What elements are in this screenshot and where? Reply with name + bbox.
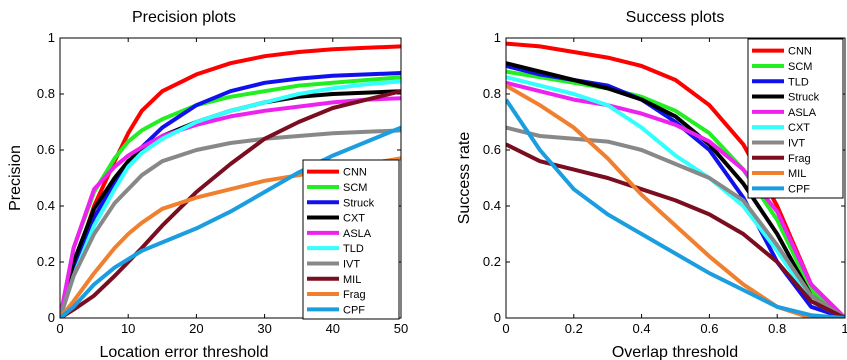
x-tick-label: 0	[502, 321, 509, 336]
y-tick-label: 0.6	[483, 142, 501, 157]
series-line-cxt	[506, 75, 845, 318]
series-line-ivt	[506, 125, 845, 318]
x-tick-label: 0	[56, 321, 63, 336]
series-line-cpf	[506, 98, 845, 318]
y-tick-label: 0	[48, 310, 55, 325]
y-tick-label: 1	[494, 30, 501, 45]
success-chart: Success plots Overlap threshold Success …	[456, 9, 847, 360]
legend-label: TLD	[343, 243, 364, 255]
x-tick-label: 0.8	[768, 321, 786, 336]
x-tick-label: 20	[189, 321, 203, 336]
x-tick-label: 50	[394, 321, 408, 336]
x-axis-label: Overlap threshold	[612, 344, 738, 360]
y-tick-label: 0.8	[37, 86, 55, 101]
legend-label: IVT	[788, 137, 805, 149]
series-group	[60, 44, 401, 318]
x-tick-label: 30	[257, 321, 271, 336]
y-tick-label: 1	[48, 30, 55, 45]
legend-label: Struck	[343, 197, 375, 209]
y-axis-label: Success rate	[456, 132, 473, 225]
legend-label: CXT	[343, 213, 365, 225]
series-line-struck	[506, 61, 845, 318]
y-tick-label: 0.2	[37, 254, 55, 269]
chart-title: Success plots	[626, 9, 725, 26]
x-tick-label: 0.2	[565, 321, 583, 336]
y-tick-label: 0.6	[37, 142, 55, 157]
series-line-mil	[60, 89, 401, 318]
x-tick-label: 0.6	[700, 321, 718, 336]
x-tick-label: 1	[841, 321, 847, 336]
y-tick-label: 0.2	[483, 254, 501, 269]
x-tick-label: 0.4	[633, 321, 651, 336]
legend-label: SCM	[788, 61, 812, 73]
y-axis-label: Precision	[7, 145, 24, 211]
legend-label: CNN	[788, 46, 812, 58]
legend-label: SCM	[343, 182, 367, 194]
legend-label: CNN	[343, 167, 367, 179]
plot-frame	[505, 37, 846, 319]
legend-label: TLD	[788, 76, 809, 88]
x-tick-label: 10	[121, 321, 135, 336]
series-line-tld	[60, 79, 401, 318]
plot-frame	[59, 37, 402, 319]
legend-label: CXT	[788, 122, 810, 134]
series-line-scm	[506, 69, 845, 318]
legend-label: MIL	[788, 168, 806, 180]
series-line-frag	[506, 142, 845, 318]
y-tick-label: 0.8	[483, 86, 501, 101]
legend-label: CPF	[343, 304, 365, 316]
legend-label: Frag	[788, 153, 811, 165]
legend: CNN SCM Struck CXT ASLA TLD IVT MIL Frag CPF	[302, 159, 400, 320]
chart-title: Precision plots	[132, 9, 236, 26]
precision-chart: Precision plots Location error threshold…	[7, 9, 408, 360]
x-axis-label: Location error threshold	[100, 344, 269, 360]
series-line-struck	[60, 71, 401, 318]
series-group	[506, 41, 845, 318]
x-tick-label: 40	[326, 321, 340, 336]
y-tick-label: 0	[494, 310, 501, 325]
legend-label: Frag	[343, 289, 366, 301]
legend-label: ASLA	[343, 228, 372, 240]
legend-label: Struck	[788, 92, 820, 104]
legend-label: MIL	[343, 274, 361, 286]
series-line-cnn	[60, 44, 401, 318]
legend-label: ASLA	[788, 107, 817, 119]
y-tick-label: 0.4	[37, 198, 55, 213]
series-line-cpf	[60, 125, 401, 318]
series-line-asla	[506, 80, 845, 318]
legend-label: CPF	[788, 183, 810, 195]
y-tick-label: 0.4	[483, 198, 501, 213]
legend: CNN SCM TLD Struck ASLA CXT IVT Frag MIL CPF	[747, 38, 844, 199]
series-line-ivt	[60, 128, 401, 318]
legend-label: IVT	[343, 258, 360, 270]
